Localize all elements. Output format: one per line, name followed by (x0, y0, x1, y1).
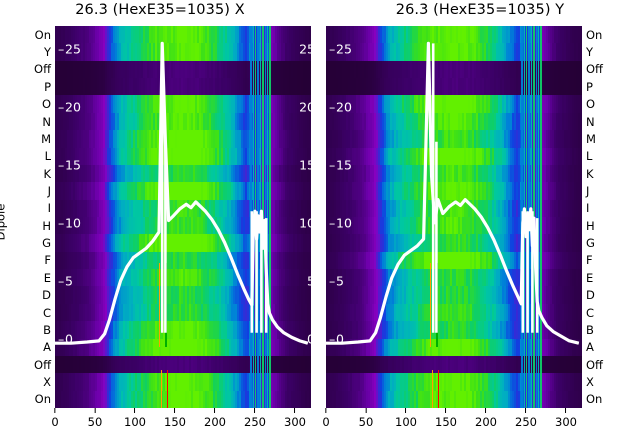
x-tick-250: 250 (244, 408, 266, 429)
panel-x-title: 26.3 (HexE35=1035) X (75, 2, 245, 18)
row-label-18: A (586, 340, 594, 355)
row-label-2: Off (586, 62, 603, 77)
row-label-7: L (44, 149, 51, 164)
x-tick-300: 300 (555, 408, 577, 429)
y-tick-0: –0 (329, 331, 344, 346)
row-label-14: E (43, 270, 51, 285)
row-label-21: On (586, 392, 603, 407)
row-label-12: G (42, 236, 51, 250)
row-label-3: P (44, 79, 51, 94)
heatmap-axes-y[interactable]: –25 –20 –15 –10 –5 –0 (326, 26, 582, 408)
y-tick-5: –5 (329, 273, 344, 289)
y-tick-right-5: 5 (307, 273, 311, 288)
row-label-16: C (42, 305, 51, 320)
y-tick-15: –15 (329, 157, 352, 173)
y-tick-right-25: 25 (299, 41, 311, 57)
y-tick-10: –10 (58, 215, 81, 231)
panel-x: 26.3 (HexE35=1035) X Dipole –25 –20 –15 –10… (0, 2, 311, 440)
row-label-10: I (586, 201, 590, 216)
row-label-3: P (586, 79, 593, 94)
row-label-17: B (43, 322, 51, 337)
row-label-5: N (586, 114, 595, 129)
x-tick-250: 250 (515, 408, 537, 429)
row-label-1: Y (586, 45, 594, 59)
y-tick-10: –10 (329, 215, 352, 231)
row-label-19: Off (34, 357, 51, 372)
row-label-8: K (43, 166, 51, 181)
y-tick-25: –25 (329, 41, 352, 57)
y-tick-right-20: 20 (299, 99, 311, 115)
row-label-0: On (586, 27, 603, 42)
y-tick-right-15: 15 (299, 157, 311, 173)
x-tick-100: 100 (124, 408, 146, 429)
x-tick-100: 100 (395, 408, 417, 429)
row-label-9: J (47, 184, 51, 198)
row-label-11: H (42, 218, 51, 233)
x-tick-200: 200 (204, 408, 226, 429)
row-labels-left: On Y Off P O N M L K J I H G F E D C B A Off X On (17, 26, 51, 408)
y-axis-label: Dipole (0, 203, 8, 241)
y-tick-15: –15 (58, 157, 81, 173)
row-label-8: K (586, 166, 594, 181)
row-label-1: Y (43, 45, 51, 59)
heatmap-axes-x[interactable]: –25 –20 –15 –10 –5 –0 25 20 15 10 5 0 (55, 26, 311, 408)
row-label-7: L (586, 149, 593, 164)
row-label-15: D (586, 288, 595, 303)
row-label-6: M (586, 131, 596, 146)
row-label-11: H (586, 218, 595, 233)
row-label-4: O (41, 97, 51, 112)
row-label-20: X (586, 375, 594, 389)
y-tick-0: –0 (58, 331, 73, 346)
row-label-12: G (586, 236, 595, 250)
row-label-21: On (34, 392, 51, 407)
row-label-20: X (43, 375, 51, 389)
dipole-trace-x (55, 41, 309, 345)
x-tick-150: 150 (435, 408, 457, 429)
row-label-16: C (586, 305, 595, 320)
panel-y: 26.3 (HexE35=1035) Y –25 –20 –15 –10 –5 –0 On… (320, 0, 640, 440)
x-tick-150: 150 (164, 408, 186, 429)
x-tick-50: 50 (359, 408, 373, 429)
x-tick-300: 300 (284, 408, 306, 429)
row-label-9: J (586, 184, 590, 198)
x-tick-50: 50 (88, 408, 102, 429)
x-tick-0: 0 (322, 408, 330, 429)
row-label-13: F (586, 253, 593, 268)
y-tick-20: –20 (329, 99, 352, 115)
x-axis-x: 0 50 100 150 200 250 300 (51, 408, 311, 440)
y-tick-5: –5 (58, 273, 73, 289)
row-label-19: Off (586, 357, 603, 372)
row-label-2: Off (34, 62, 51, 77)
row-labels-right: On Y Off P O N M L K J I H G F E D C B A Off X On (586, 26, 620, 408)
row-label-17: B (586, 322, 594, 337)
row-label-4: O (586, 97, 596, 112)
row-label-0: On (34, 27, 51, 42)
row-label-18: A (43, 340, 51, 355)
dipole-trace-y (326, 41, 580, 345)
row-label-14: E (586, 270, 594, 285)
x-axis-y: 0 50 100 150 200 250 300 (322, 408, 582, 440)
row-label-6: M (41, 131, 51, 146)
y-tick-25: –25 (58, 41, 81, 57)
y-tick-right-0: 0 (307, 331, 311, 346)
row-label-13: F (44, 253, 51, 268)
panel-y-title: 26.3 (HexE35=1035) Y (395, 2, 565, 18)
row-label-5: N (42, 114, 51, 129)
heatmap-image-y (326, 26, 582, 408)
row-label-10: I (47, 201, 51, 216)
y-tick-20: –20 (58, 99, 81, 115)
row-label-15: D (42, 288, 51, 303)
y-tick-right-10: 10 (299, 215, 311, 231)
x-tick-0: 0 (51, 408, 59, 429)
x-tick-200: 200 (475, 408, 497, 429)
heatmap-image-x (55, 26, 311, 408)
